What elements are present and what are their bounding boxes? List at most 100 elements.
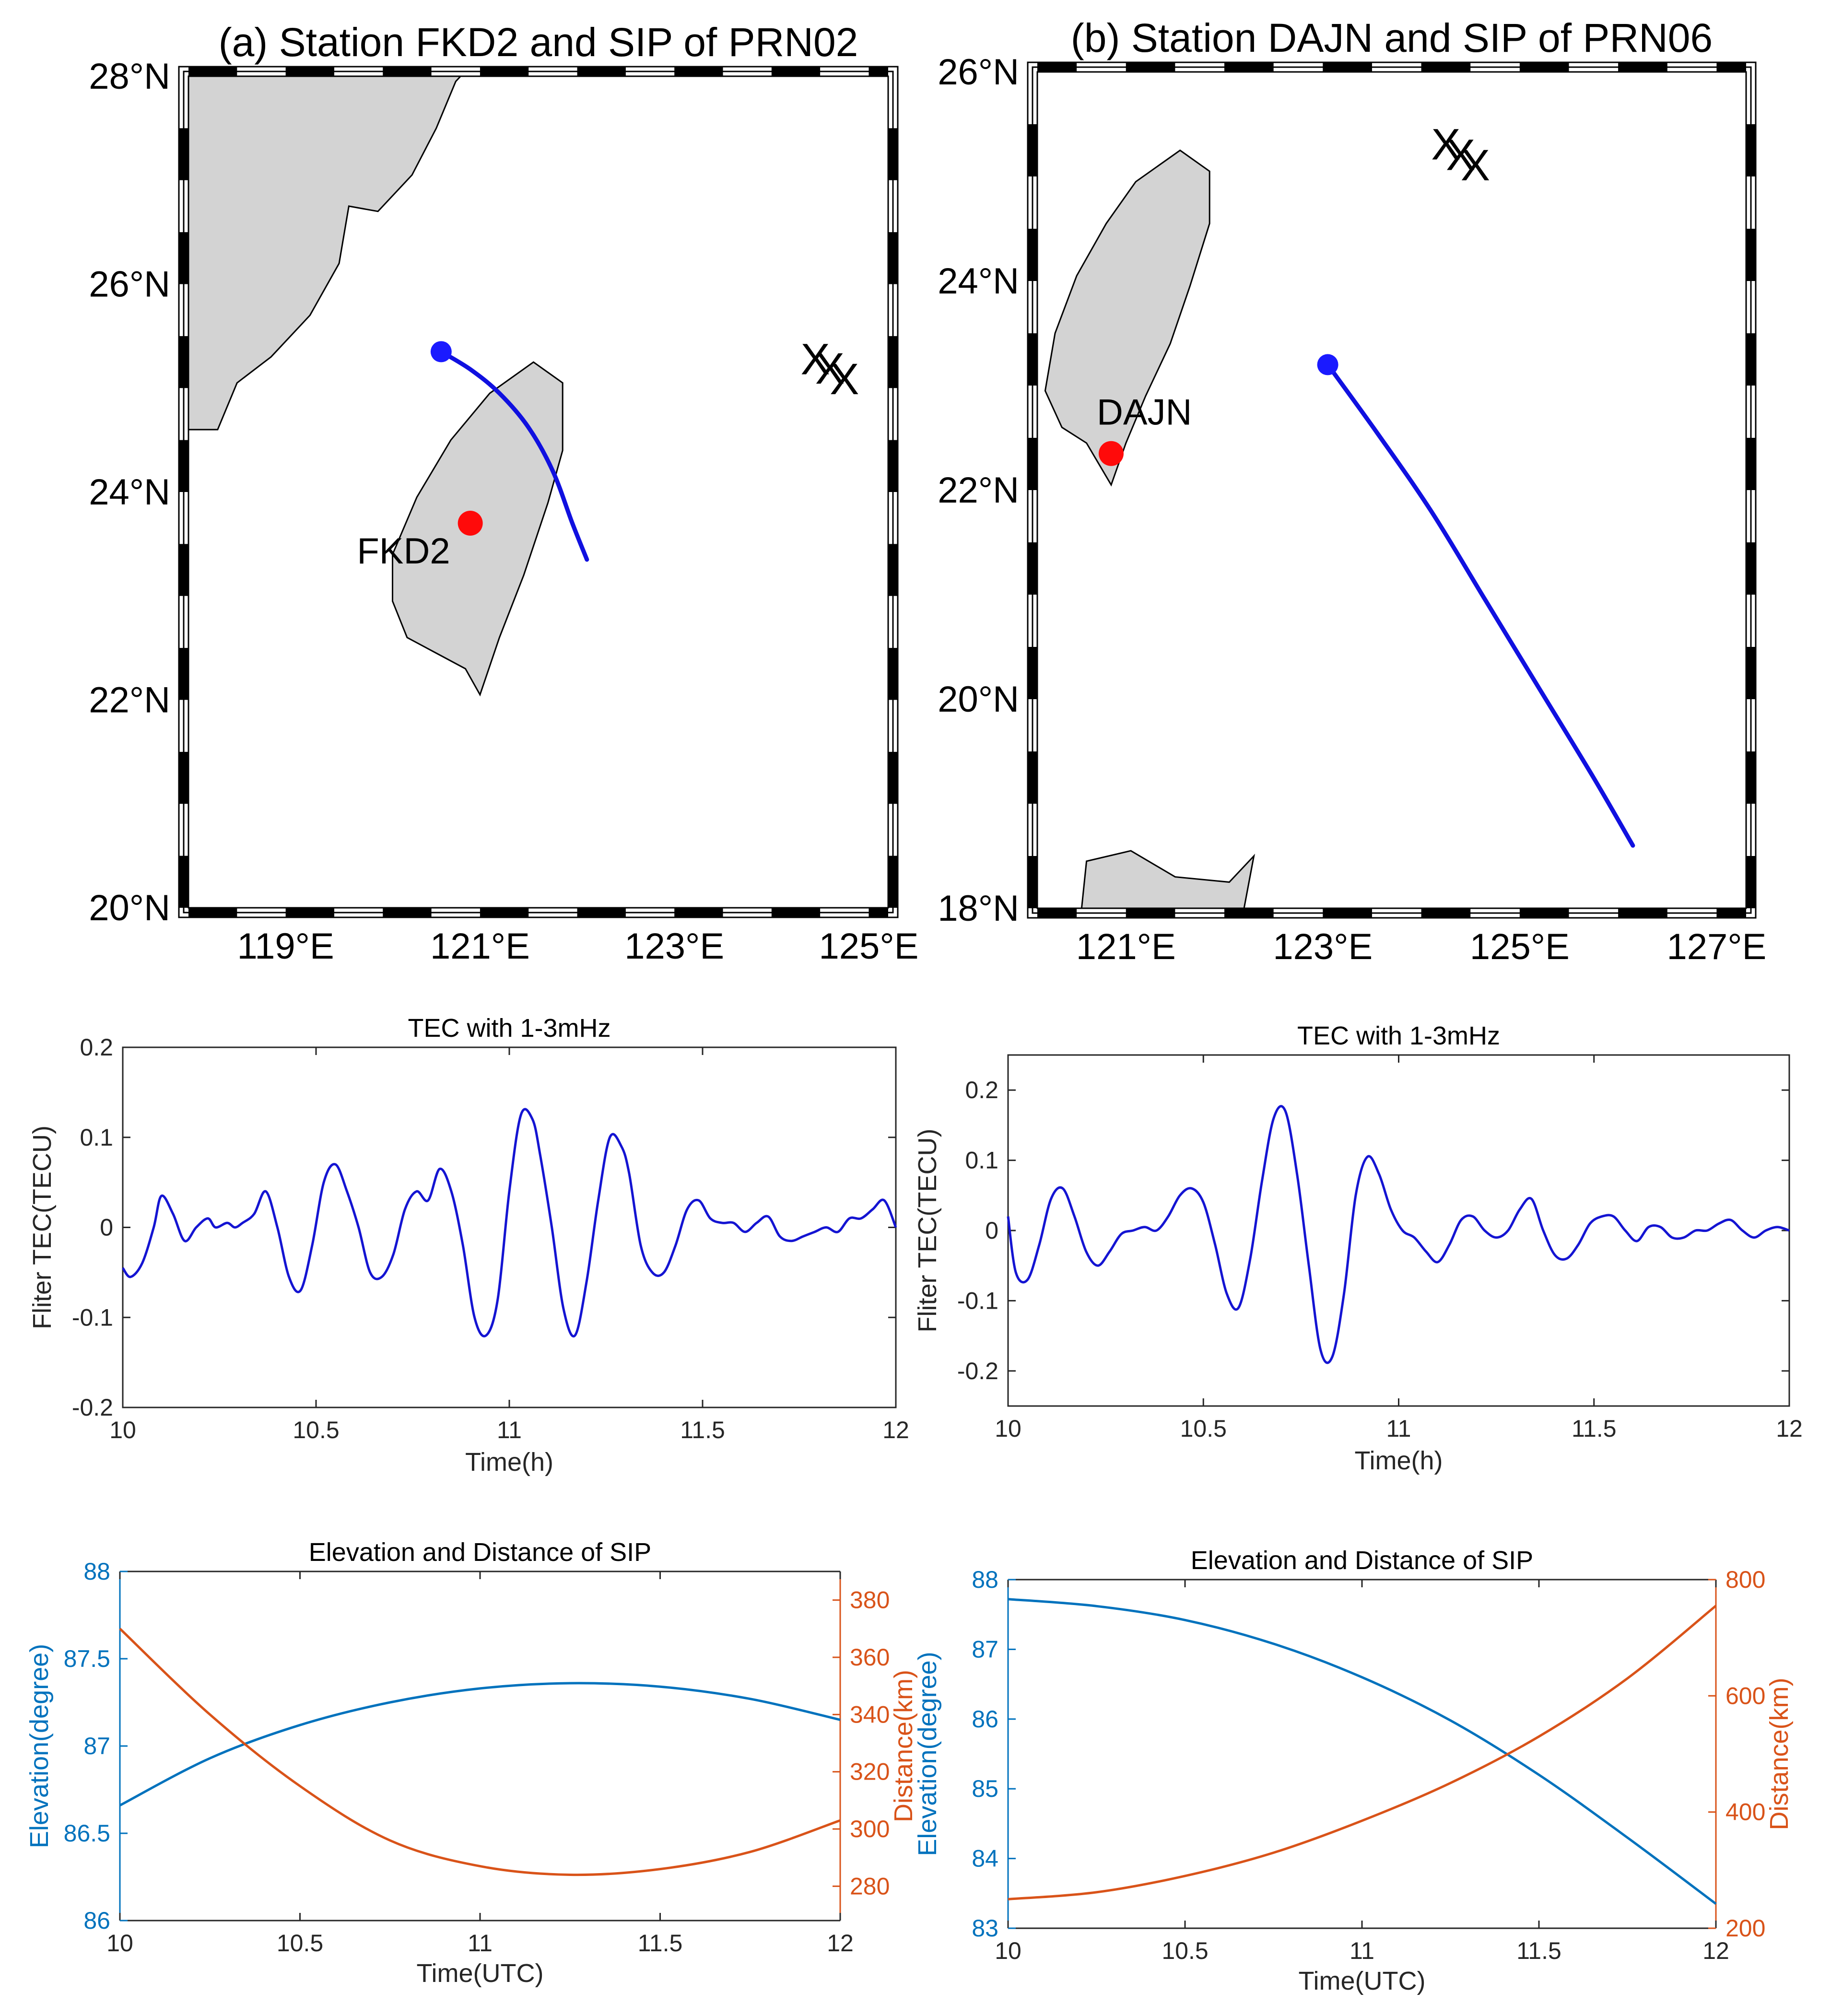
tec-series-line	[121, 1108, 897, 1338]
frame-segment-left	[179, 440, 188, 492]
frame-segment-bottom	[383, 908, 432, 917]
right-y-tick-label: 340	[850, 1701, 890, 1728]
sip-track-line	[439, 349, 589, 562]
frame-segment-bottom	[285, 908, 334, 917]
frame-segment-top	[1421, 62, 1471, 72]
x-tick-label: 11.5	[638, 1930, 683, 1957]
x-tick-label: 10.5	[293, 1417, 339, 1443]
map-latitude-label: 18°N	[938, 888, 1019, 929]
map-latitude-label: 26°N	[89, 264, 170, 305]
y-tick-label: 0	[985, 1217, 998, 1244]
y-tick-label: -0.1	[957, 1287, 998, 1314]
right-y-axis-label: Distance(km)	[889, 1670, 918, 1822]
elevation-chart-b: 10 10.5 11 11.5 12 83 84 85 86 87 88 200 400 600 800 El…	[913, 1546, 1794, 1995]
frame-segment-right	[1746, 229, 1756, 281]
map-longitude-label: 123°E	[1273, 926, 1373, 967]
x-tick-label: 10.5	[277, 1930, 323, 1957]
epicenter-x-mark: X	[800, 335, 830, 384]
frame-segment-right	[888, 751, 898, 804]
map-longitude-label: 121°E	[1076, 926, 1176, 967]
frame-segment-top	[1224, 62, 1274, 72]
sip-track-line	[1326, 362, 1635, 848]
distance-series-line	[1008, 1605, 1717, 1900]
right-y-tick-label: 280	[850, 1873, 890, 1899]
frame-segment-bottom	[577, 908, 626, 917]
map-latitude-label: 26°N	[938, 52, 1019, 93]
map-latitude-label: 22°N	[89, 680, 170, 721]
x-tick-label: 12	[1702, 1937, 1729, 1964]
right-y-tick-label: 200	[1725, 1915, 1765, 1942]
frame-segment-left	[179, 856, 188, 908]
y-tick-label: 0.1	[965, 1147, 998, 1174]
frame-segment-bottom	[771, 908, 821, 917]
epicenter-x-mark: X	[1461, 141, 1490, 190]
x-axis-label: Time(h)	[1355, 1446, 1443, 1475]
frame-segment-left	[1028, 333, 1037, 386]
map-panel-b: (b) Station DAJN and SIP of PRN06 121°E 12…	[938, 15, 1766, 967]
frame-segment-left	[1028, 647, 1037, 699]
frame-segment-top	[869, 67, 888, 76]
frame-segment-right	[888, 232, 898, 284]
tec-chart-b: 10 10.5 11 11.5 12 -0.2 -0.1 0 0.1 0.2 TEC with 1-…	[913, 1021, 1803, 1475]
left-y-tick-label: 83	[972, 1915, 998, 1942]
y-tick-label: 0	[100, 1214, 113, 1241]
distance-series-line	[119, 1628, 841, 1876]
frame-segment-right	[1746, 647, 1756, 699]
left-y-tick-label: 88	[972, 1566, 998, 1593]
frame-segment-left	[179, 336, 188, 388]
epicenter-x-mark: X	[815, 344, 845, 393]
y-axis-label: Fliter TEC(TECU)	[913, 1129, 942, 1333]
map-latitude-label: 24°N	[938, 261, 1019, 302]
epicenter-x-mark: X	[1431, 120, 1460, 169]
x-tick-label: 11	[468, 1930, 493, 1957]
frame-segment-bottom	[1716, 908, 1746, 918]
frame-segment-bottom	[674, 908, 723, 917]
x-tick-label: 10.5	[1162, 1937, 1208, 1964]
map-longitude-label: 127°E	[1667, 926, 1766, 967]
map-frame-border	[178, 66, 899, 918]
map-title: (b) Station DAJN and SIP of PRN06	[1071, 15, 1713, 60]
frame-segment-top	[1618, 62, 1667, 72]
sip-start-point	[430, 341, 452, 363]
frame-segment-top	[1323, 62, 1372, 72]
frame-segment-top	[285, 67, 334, 76]
frame-segment-right	[888, 128, 898, 180]
frame-segment-bottom	[480, 908, 529, 917]
epicenter-x-mark: X	[1446, 130, 1475, 179]
right-y-tick-label: 380	[850, 1587, 890, 1614]
frame-segment-left	[1028, 751, 1037, 804]
axes-background	[120, 1571, 840, 1921]
left-y-tick-label: 86	[83, 1907, 110, 1934]
left-y-tick-label: 87	[83, 1733, 110, 1759]
x-axis-label: Time(UTC)	[1299, 1967, 1426, 1995]
frame-segment-bottom	[1421, 908, 1471, 918]
map-longitude-label: 125°E	[1470, 926, 1570, 967]
frame-segment-right	[1746, 438, 1756, 490]
land-polygon	[188, 76, 462, 431]
y-tick-label: 0.2	[80, 1034, 113, 1061]
frame-segment-right	[888, 336, 898, 388]
right-y-tick-label: 300	[850, 1816, 890, 1842]
map-latitude-label: 28°N	[89, 56, 170, 97]
y-tick-label: -0.1	[72, 1304, 113, 1331]
map-longitude-label: 125°E	[819, 926, 919, 967]
x-tick-label: 10	[109, 1417, 136, 1443]
x-axis-label: Time(h)	[465, 1448, 553, 1477]
frame-segment-bottom	[1618, 908, 1667, 918]
frame-segment-top	[383, 67, 432, 76]
left-y-axis-label: Elevation(degree)	[25, 1644, 54, 1848]
elevation-series-line	[1008, 1598, 1717, 1905]
elevation-series-line	[119, 1682, 841, 1807]
frame-segment-right	[888, 544, 898, 596]
left-y-tick-label: 84	[972, 1845, 998, 1872]
x-tick-label: 11	[1350, 1937, 1374, 1964]
frame-segment-top	[674, 67, 723, 76]
frame-segment-left	[1028, 438, 1037, 490]
frame-segment-left	[1028, 124, 1037, 176]
left-y-tick-label: 85	[972, 1775, 998, 1802]
frame-segment-left	[1028, 542, 1037, 595]
frame-segment-top	[188, 67, 237, 76]
frame-segment-right	[1746, 333, 1756, 386]
right-y-tick-label: 400	[1725, 1799, 1765, 1826]
